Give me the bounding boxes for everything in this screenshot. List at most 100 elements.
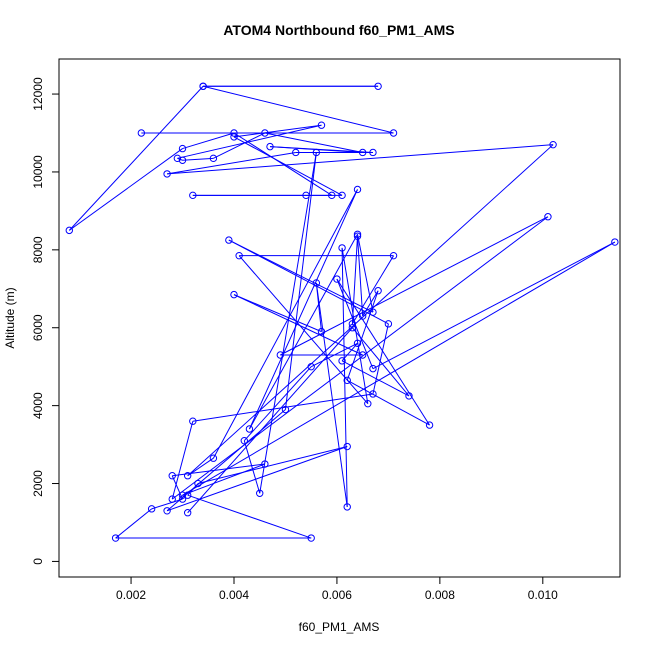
series-line-segment: [166, 409, 286, 512]
data-point: [317, 121, 326, 129]
series-line-segment: [248, 234, 358, 430]
series-line-segment: [233, 294, 363, 356]
data-point: [209, 454, 218, 462]
data-point: [199, 82, 207, 90]
series-line-segment: [177, 124, 322, 159]
y-tick-label: 12000: [31, 77, 45, 111]
series-line-segment: [69, 148, 183, 231]
data-point: [230, 290, 238, 299]
data-point: [358, 312, 367, 320]
data-point: [369, 364, 377, 373]
data-point: [163, 170, 171, 178]
data-point: [353, 232, 362, 240]
series-line-segment: [212, 189, 358, 459]
series-line-segment: [187, 327, 353, 514]
data-point: [302, 191, 310, 200]
x-axis-label: f60_PM1_AMS: [299, 620, 380, 634]
x-tick-label: 0.004: [219, 588, 249, 602]
series-line-segment: [202, 85, 394, 134]
series-line-segment: [151, 498, 183, 510]
y-tick-label: 2000: [31, 470, 45, 497]
data-point: [374, 82, 382, 90]
data-point: [611, 238, 619, 246]
series-points: [65, 82, 619, 542]
data-point: [353, 185, 362, 194]
series-line-segment: [336, 278, 430, 426]
series-line-segment: [233, 136, 343, 196]
data-point: [194, 479, 202, 488]
data-point: [245, 425, 254, 433]
series-line-segment: [233, 124, 322, 138]
series-line-segment: [238, 255, 369, 405]
data-point: [261, 129, 269, 137]
data-point: [178, 491, 187, 499]
x-tick-label: 0.010: [528, 588, 558, 602]
series-line-segment: [177, 157, 183, 161]
data-point: [137, 129, 146, 137]
data-point: [328, 191, 336, 200]
series-line-segment: [357, 236, 364, 317]
series-line-segment: [228, 239, 374, 313]
series-line-segment: [182, 463, 266, 496]
data-point: [256, 489, 264, 497]
series-line-segment: [167, 151, 296, 175]
series-line-segment: [341, 360, 410, 397]
series-line-segment: [362, 290, 379, 317]
series-line-segment: [182, 132, 235, 150]
x-tick-label: 0.002: [116, 588, 146, 602]
data-point: [312, 279, 321, 287]
data-point: [358, 351, 367, 359]
data-point: [111, 534, 120, 542]
series-line-segment: [115, 508, 152, 539]
data-point: [338, 191, 346, 200]
data-point: [261, 460, 269, 468]
y-tick-label: 10000: [31, 155, 45, 189]
data-point: [353, 339, 362, 348]
data-point: [544, 213, 552, 221]
y-tick-label: 8000: [31, 236, 45, 263]
data-point: [343, 376, 351, 385]
data-point: [405, 392, 413, 400]
data-point: [230, 133, 238, 141]
series-line-segment: [233, 132, 333, 196]
data-point: [178, 156, 187, 164]
data-point: [338, 244, 346, 252]
series-line-segment: [243, 440, 261, 494]
data-point: [343, 442, 351, 451]
series-line-segment: [171, 475, 183, 500]
y-axis-label: Altitude (m): [3, 287, 17, 348]
data-point: [364, 399, 372, 408]
data-point: [317, 327, 326, 336]
series-line-segment: [346, 379, 430, 426]
data-point: [369, 148, 377, 157]
data-point: [281, 405, 290, 414]
data-point: [338, 357, 346, 365]
series-line-segment: [233, 294, 322, 333]
data-point: [307, 534, 315, 542]
data-point: [209, 154, 218, 163]
series-line-segment: [310, 342, 358, 368]
x-tick-label: 0.008: [425, 588, 455, 602]
data-point: [178, 144, 187, 153]
series-line-segment: [284, 152, 317, 410]
y-tick-label: 4000: [31, 392, 45, 419]
data-point: [374, 287, 382, 295]
data-point: [312, 148, 321, 157]
data-point: [230, 129, 238, 137]
series-line-segment: [171, 421, 194, 500]
series-line-segment: [182, 157, 214, 161]
data-point: [163, 507, 171, 515]
series-line-segment: [351, 236, 359, 324]
data-point: [425, 421, 434, 429]
data-point: [240, 436, 248, 445]
data-point: [348, 324, 357, 332]
data-point: [276, 351, 285, 359]
data-point: [173, 154, 182, 163]
series-line-segment: [243, 366, 312, 442]
data-point: [183, 472, 192, 480]
data-point: [369, 390, 377, 398]
series-line-segment: [346, 290, 379, 381]
x-tick-label: 0.006: [322, 588, 352, 602]
series-line-segment: [166, 446, 348, 512]
